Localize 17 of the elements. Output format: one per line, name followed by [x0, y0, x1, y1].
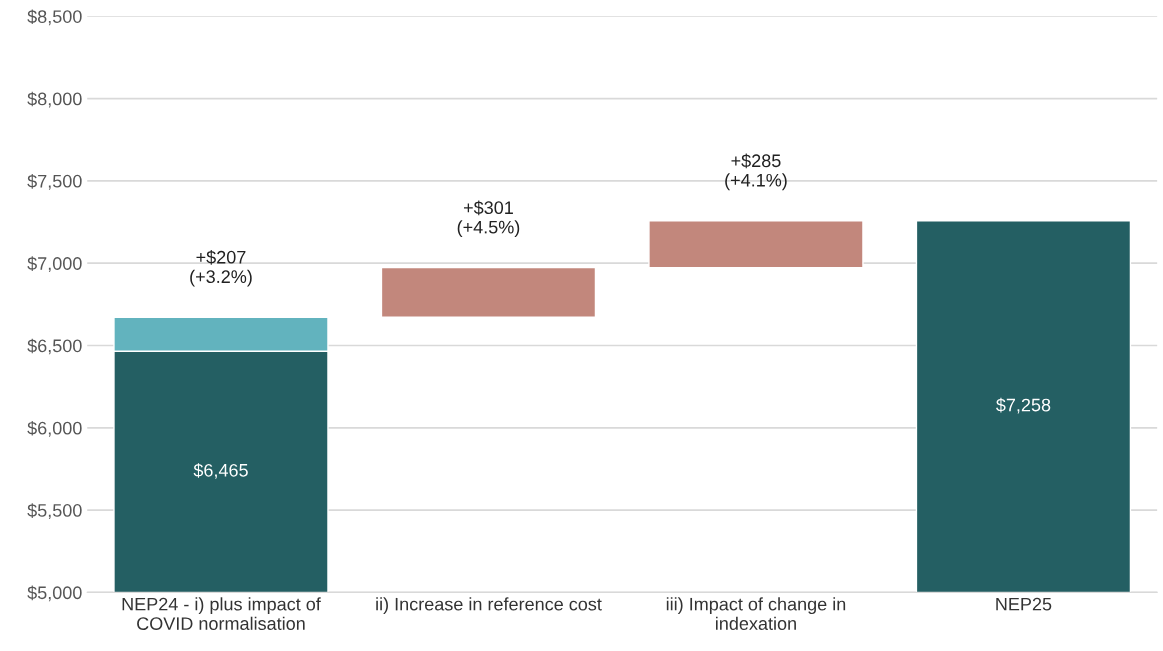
data-label: $6,465 — [193, 463, 248, 479]
y-tick-label: $5,500 — [27, 503, 82, 519]
y-tick-label: $7,500 — [27, 174, 82, 190]
x-tick-label: ii) Increase in reference cost — [376, 597, 602, 615]
data-label: $7,258 — [996, 397, 1051, 414]
y-tick-label: $8,000 — [27, 91, 82, 108]
x-tick-label: iii) Impact of change in indexation — [666, 597, 846, 630]
y-tick-label: $7,000 — [27, 256, 82, 273]
y-tick-label: $5,000 — [27, 585, 82, 602]
data-label: +$285 (+4.1%) — [725, 153, 787, 191]
y-tick-label: $6,000 — [27, 420, 82, 437]
data-label: +$301 (+4.5%) — [457, 200, 520, 238]
x-tick-label: NEP25 — [996, 597, 1052, 611]
data-label: +$207 (+3.2%) — [190, 250, 252, 287]
y-tick-label: $6,500 — [27, 338, 82, 355]
y-tick-label: $8,500 — [27, 9, 82, 26]
x-tick-label: NEP24 - i) plus impact of COVID normalisation — [122, 597, 321, 630]
